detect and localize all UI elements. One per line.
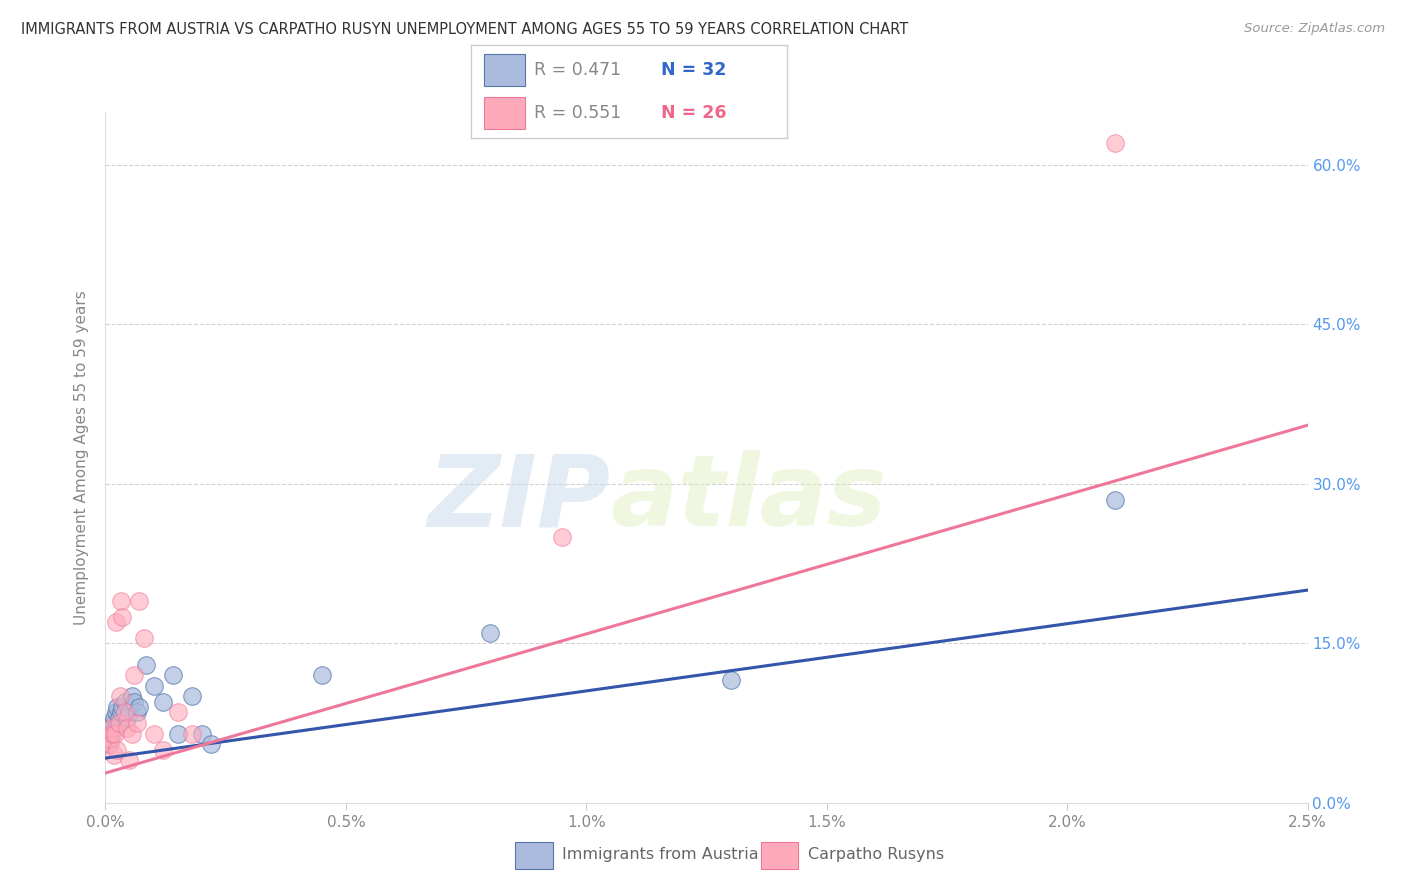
Point bbox=[181, 726, 204, 740]
Text: ZIP: ZIP bbox=[427, 450, 610, 547]
Point bbox=[132, 631, 155, 645]
Point bbox=[142, 726, 165, 740]
Point bbox=[100, 722, 122, 736]
Point bbox=[105, 706, 128, 720]
Point bbox=[104, 726, 127, 740]
Point bbox=[118, 753, 141, 767]
Point bbox=[98, 737, 121, 751]
Point bbox=[162, 668, 184, 682]
Point bbox=[108, 690, 131, 704]
Point bbox=[720, 673, 742, 688]
Bar bbox=[484, 54, 524, 86]
Point bbox=[98, 726, 121, 740]
Point bbox=[166, 726, 188, 740]
Point bbox=[105, 615, 128, 629]
Text: R = 0.551: R = 0.551 bbox=[534, 104, 621, 122]
Point bbox=[114, 695, 136, 709]
Point bbox=[115, 711, 138, 725]
Point bbox=[103, 711, 125, 725]
Point bbox=[135, 657, 157, 672]
Point bbox=[152, 695, 174, 709]
Y-axis label: Unemployment Among Ages 55 to 59 years: Unemployment Among Ages 55 to 59 years bbox=[75, 290, 90, 624]
Point bbox=[108, 711, 131, 725]
Point bbox=[125, 716, 148, 731]
Point bbox=[166, 706, 188, 720]
Point bbox=[108, 716, 131, 731]
Point bbox=[98, 731, 121, 746]
Bar bbox=[484, 97, 524, 129]
Text: N = 26: N = 26 bbox=[661, 104, 727, 122]
Point bbox=[101, 726, 124, 740]
Point bbox=[110, 593, 132, 607]
Point bbox=[152, 742, 174, 756]
Point bbox=[110, 706, 132, 720]
Point bbox=[1104, 492, 1126, 507]
Point bbox=[479, 625, 502, 640]
Point bbox=[181, 690, 204, 704]
Point bbox=[107, 742, 129, 756]
Point bbox=[111, 609, 134, 624]
Point bbox=[1104, 136, 1126, 151]
Point bbox=[128, 700, 150, 714]
Point bbox=[125, 706, 148, 720]
Text: Carpatho Rusyns: Carpatho Rusyns bbox=[807, 847, 943, 862]
Point bbox=[111, 700, 134, 714]
Point bbox=[115, 722, 138, 736]
Bar bbox=[762, 842, 799, 869]
Point bbox=[104, 722, 127, 736]
Point bbox=[114, 706, 136, 720]
Point bbox=[118, 706, 141, 720]
Point bbox=[124, 695, 146, 709]
Point bbox=[107, 700, 129, 714]
Point bbox=[128, 593, 150, 607]
Text: Immigrants from Austria: Immigrants from Austria bbox=[562, 847, 758, 862]
Bar bbox=[516, 842, 553, 869]
Point bbox=[100, 722, 122, 736]
Point bbox=[551, 530, 574, 544]
Text: Source: ZipAtlas.com: Source: ZipAtlas.com bbox=[1244, 22, 1385, 36]
Point bbox=[97, 731, 120, 746]
Point bbox=[121, 690, 143, 704]
Text: atlas: atlas bbox=[610, 450, 887, 547]
Text: IMMIGRANTS FROM AUSTRIA VS CARPATHO RUSYN UNEMPLOYMENT AMONG AGES 55 TO 59 YEARS: IMMIGRANTS FROM AUSTRIA VS CARPATHO RUSY… bbox=[21, 22, 908, 37]
Text: N = 32: N = 32 bbox=[661, 61, 725, 78]
Point bbox=[103, 747, 125, 762]
Point bbox=[311, 668, 333, 682]
Point bbox=[200, 737, 222, 751]
Point bbox=[97, 737, 120, 751]
Text: R = 0.471: R = 0.471 bbox=[534, 61, 621, 78]
Point bbox=[121, 726, 143, 740]
Point bbox=[190, 726, 212, 740]
Point bbox=[101, 716, 124, 731]
Point bbox=[108, 716, 131, 731]
Point bbox=[124, 668, 146, 682]
Point bbox=[142, 679, 165, 693]
